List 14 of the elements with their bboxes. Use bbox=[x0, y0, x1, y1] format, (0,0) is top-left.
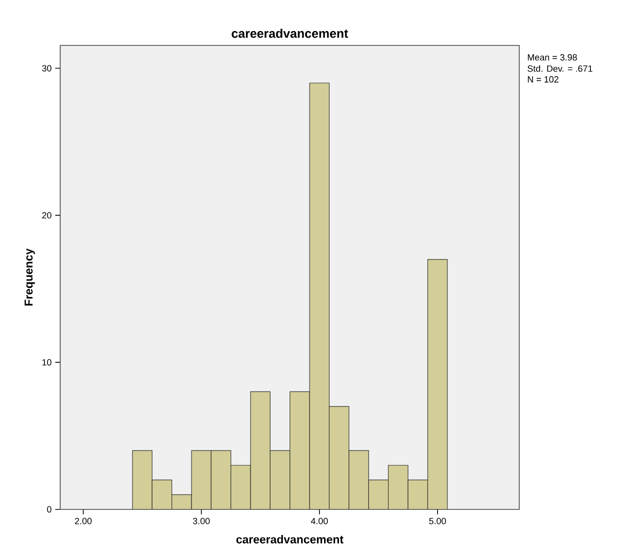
x-axis-title: careeradvancement bbox=[236, 535, 344, 544]
chart-title: careeradvancement bbox=[232, 28, 348, 38]
text: Mean = 3.98 bbox=[528, 54, 577, 61]
y-axis-title: Frequency bbox=[24, 248, 35, 306]
y-tick-label: 0 bbox=[47, 506, 52, 513]
x-tick-label: 3.00 bbox=[192, 518, 210, 524]
x-tick-label: 4.00 bbox=[310, 518, 328, 524]
y-tick-label: 10 bbox=[42, 359, 52, 366]
text: Std. Dev. = .671 bbox=[528, 65, 592, 72]
y-tick-label: 30 bbox=[42, 65, 52, 72]
x-tick-label: 2.00 bbox=[74, 518, 92, 524]
y-tick-label: 20 bbox=[42, 212, 52, 218]
text: N = 102 bbox=[528, 76, 558, 83]
x-tick-label: 5.00 bbox=[429, 518, 446, 524]
